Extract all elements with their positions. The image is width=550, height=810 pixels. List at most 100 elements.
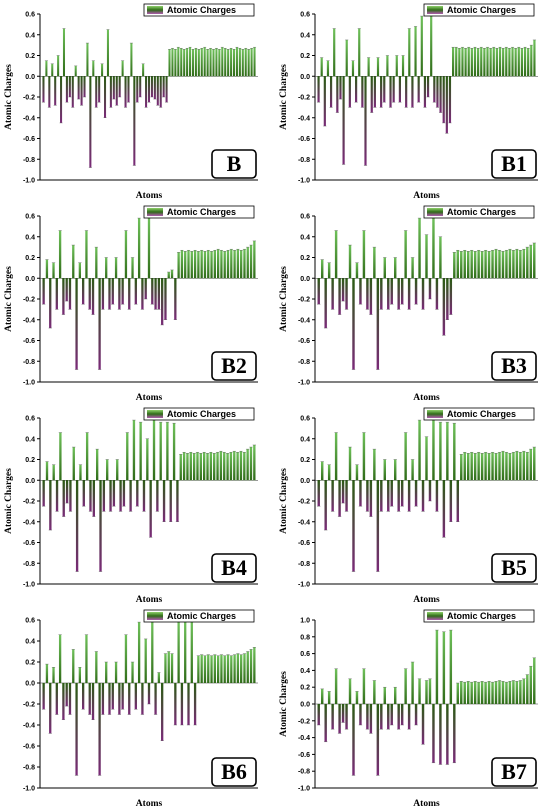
bar <box>397 480 400 512</box>
bar <box>439 236 442 279</box>
bar <box>484 682 487 704</box>
bar <box>102 480 106 512</box>
bar <box>136 480 139 507</box>
y-tick-label: -0.8 <box>298 769 310 776</box>
bar <box>467 453 470 481</box>
bar <box>65 76 68 103</box>
bar <box>219 451 223 481</box>
bar <box>60 76 63 123</box>
bar <box>149 480 152 538</box>
panel-label-box <box>491 351 537 381</box>
bar <box>72 649 75 683</box>
bar <box>177 252 180 279</box>
bar <box>101 63 104 77</box>
bar <box>141 278 144 310</box>
bar <box>112 480 116 507</box>
bar <box>69 480 72 512</box>
bar <box>467 47 470 77</box>
bar <box>42 480 45 507</box>
bar <box>477 48 480 77</box>
y-tick-label: -0.8 <box>23 561 35 568</box>
x-axis-title: Atoms <box>136 595 163 605</box>
bar <box>124 230 128 279</box>
legend-swatch <box>147 612 163 620</box>
bar <box>348 245 352 279</box>
bar <box>359 480 362 507</box>
bar <box>390 480 393 507</box>
x-axis-title: Atoms <box>413 595 440 605</box>
y-axis-title: Atomic Charges <box>279 266 289 332</box>
bar <box>215 48 218 77</box>
y-axis-title: Atomic Charges <box>279 468 289 534</box>
y-axis-title: Atomic Charges <box>4 266 14 332</box>
bar <box>243 452 246 481</box>
bar <box>324 278 327 329</box>
bar <box>133 76 136 166</box>
bar <box>449 278 453 315</box>
y-tick-label: -0.2 <box>23 499 35 506</box>
bar <box>253 47 256 77</box>
bar <box>456 480 459 522</box>
bar <box>421 278 425 310</box>
bar <box>118 278 121 310</box>
bar <box>156 76 159 106</box>
x-axis-title: Atoms <box>136 191 163 201</box>
bar <box>407 704 411 730</box>
bar <box>411 257 414 279</box>
bar <box>189 452 192 481</box>
bar <box>439 76 442 113</box>
bar <box>519 452 522 481</box>
bar <box>498 680 501 704</box>
y-tick-label: -0.6 <box>23 338 35 345</box>
y-axis-title: Atomic Charges <box>4 468 14 534</box>
bar <box>452 47 455 77</box>
bar <box>184 622 187 683</box>
bar <box>453 252 456 279</box>
y-tick-label: -0.4 <box>298 317 310 324</box>
y-tick-label: -0.8 <box>23 765 35 772</box>
panel-label: B7 <box>501 759 527 784</box>
bar <box>383 459 386 481</box>
bar <box>121 278 124 305</box>
bar <box>68 278 72 310</box>
legend-swatch <box>427 410 443 418</box>
bar <box>197 655 200 683</box>
bar <box>366 480 369 512</box>
bar <box>400 704 404 725</box>
y-tick-label: 0.0 <box>25 681 35 688</box>
y-tick-label: -1.0 <box>298 582 310 589</box>
bar <box>345 278 348 310</box>
bar <box>236 249 240 279</box>
bar <box>498 250 501 279</box>
bar <box>526 674 529 704</box>
bar <box>423 76 427 108</box>
bar <box>72 245 75 279</box>
y-tick-label: 0.6 <box>25 618 35 625</box>
bar <box>317 76 320 103</box>
bar <box>501 251 505 279</box>
bar <box>487 681 491 704</box>
bar <box>79 464 82 481</box>
bar <box>230 655 233 683</box>
bar <box>121 60 124 77</box>
bar <box>98 76 101 103</box>
bar <box>494 249 498 279</box>
y-tick-label: -0.8 <box>23 157 35 164</box>
bar <box>477 682 480 704</box>
y-tick-label: -0.2 <box>23 702 35 709</box>
bar <box>480 453 484 481</box>
bar <box>394 459 397 481</box>
y-tick-label: 0.4 <box>300 32 310 39</box>
bar <box>183 49 186 77</box>
y-tick-label: -0.2 <box>298 95 310 102</box>
bar <box>445 76 448 134</box>
bar <box>455 47 458 77</box>
bar <box>121 683 124 710</box>
bar <box>348 678 352 704</box>
bar <box>55 683 58 715</box>
bar <box>411 76 414 108</box>
bar <box>529 245 532 279</box>
bar <box>348 447 352 481</box>
bar <box>470 682 473 704</box>
bar <box>226 654 230 683</box>
